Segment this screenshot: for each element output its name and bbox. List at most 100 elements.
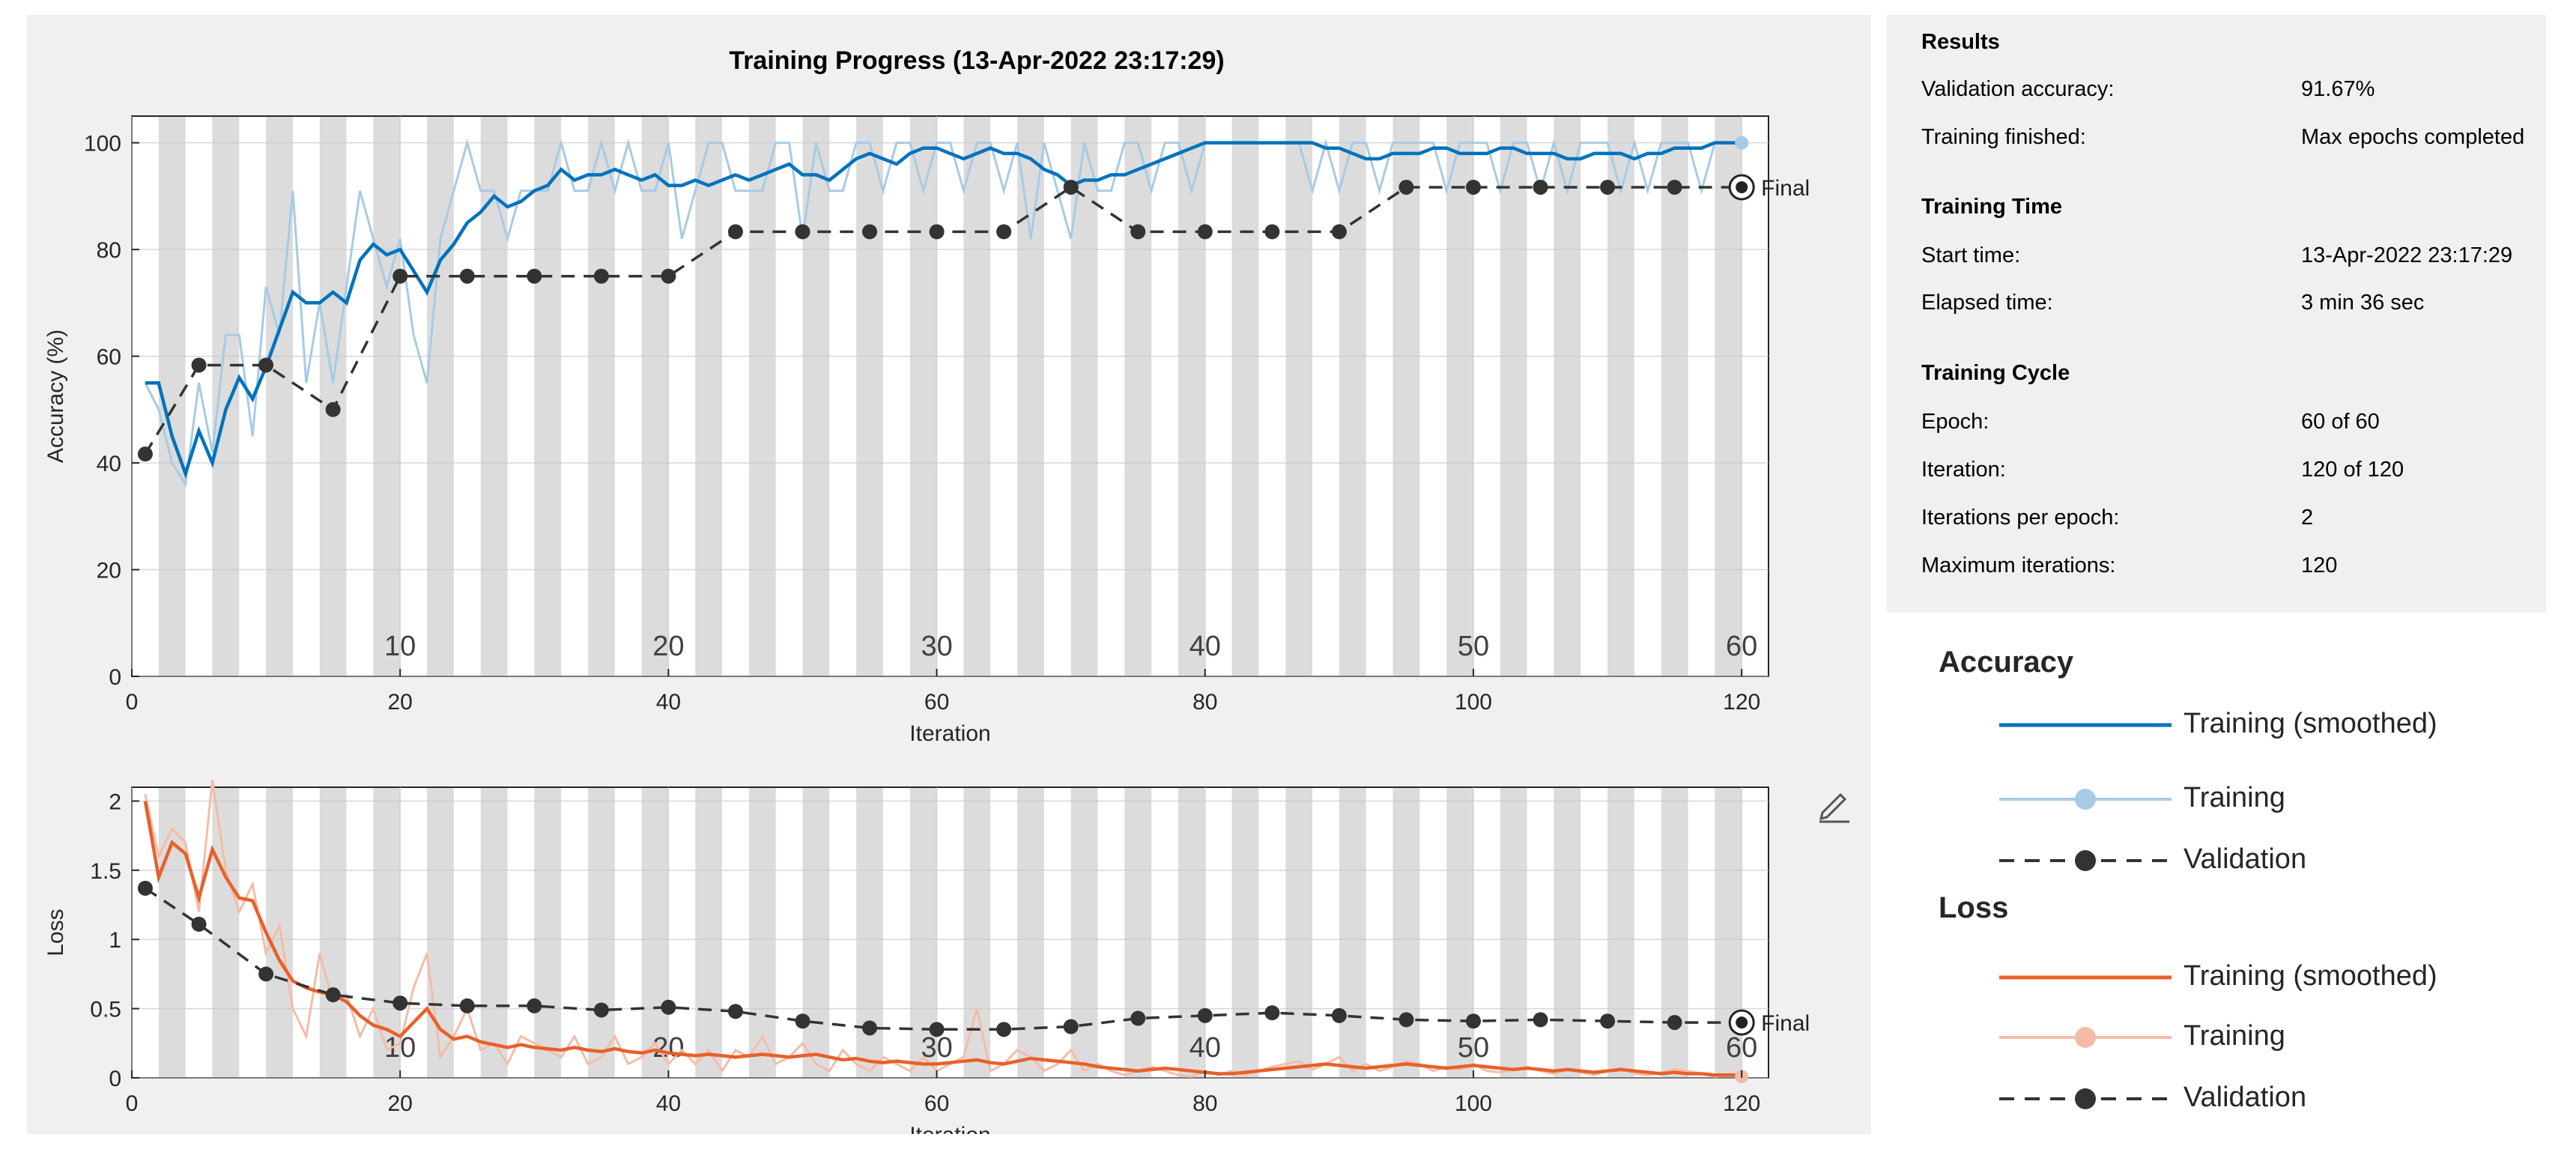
loss-validation-point [191,916,207,932]
accuracy-epoch-band [266,117,293,676]
training-plot-area: Training Progress (13-Apr-2022 23:17:29)… [27,15,1871,1134]
loss-xtick-label: 40 [656,1091,681,1116]
loss-ytick-label: 0 [109,1067,121,1091]
loss-validation-point [1667,1015,1682,1031]
validation-accuracy-value: 91.67% [2301,77,2375,101]
loss-xtick-label: 100 [1455,1091,1492,1116]
accuracy-epoch-band [1285,117,1313,676]
accuracy-epoch-band [1554,117,1581,676]
accuracy-ytick-label: 20 [97,559,121,583]
edit-plot-icon[interactable] [1819,792,1849,823]
loss-validation-point [1465,1013,1481,1029]
accuracy-epoch-band [212,117,240,676]
accuracy-xtick-label: 80 [1192,690,1217,715]
loss-epoch-label: 50 [1458,1032,1489,1064]
loss-epoch-band [641,788,669,1077]
loss-validation-point [1600,1013,1616,1029]
accuracy-epoch-band [319,117,347,676]
legend-acc-smoothed-symbol [1999,723,2172,727]
accuracy-epoch-band [909,117,937,676]
accuracy-xtick-label: 120 [1723,690,1760,715]
loss-validation-point [1130,1010,1146,1026]
legend-acc-validation-label: Validation [2183,843,2307,875]
loss-xtick-label: 20 [388,1091,413,1116]
start-time-label: Start time: [1921,243,2021,267]
accuracy-validation-point [1063,179,1079,195]
training-info-panel: Results Validation accuracy: 91.67% Trai… [1887,15,2546,613]
loss-validation-point [1063,1019,1079,1034]
legend-panel: Accuracy Training (smoothed) Training Va… [1887,613,2576,1149]
accuracy-epoch-band [1339,117,1366,676]
loss-validation-point [593,1002,609,1018]
legend-loss-validation-symbol [1999,1088,2172,1109]
maximum-iterations-label: Maximum iterations: [1921,554,2116,577]
loss-xtick-label: 120 [1723,1091,1760,1116]
loss-epoch-band [963,788,991,1077]
accuracy-epoch-band [748,117,776,676]
accuracy-epoch-band [587,117,615,676]
accuracy-epoch-band [1392,117,1420,676]
accuracy-validation-point [862,224,878,240]
accuracy-xtick-label: 0 [126,690,139,715]
loss-epoch-band [1554,788,1581,1077]
loss-epoch-band [587,788,615,1077]
accuracy-epoch-band [1070,117,1098,676]
accuracy-epoch-band [1715,117,1742,676]
loss-validation-point [137,880,153,896]
loss-epoch-band [802,788,830,1077]
loss-xtick-label: 80 [1192,1091,1217,1116]
plot-title: Training Progress (13-Apr-2022 23:17:29) [729,46,1224,75]
iterations-per-epoch-row: Iterations per epoch: 2 [1921,506,2313,530]
legend-loss-smoothed-symbol [1999,975,2172,980]
loss-validation-point [795,1013,810,1029]
legend-acc-training-label: Training [2183,782,2285,813]
legend-acc-smoothed-label: Training (smoothed) [2183,708,2437,739]
iteration-label: Iteration: [1921,458,2006,482]
loss-epoch-band [158,788,186,1077]
loss-epoch-band [1017,788,1044,1077]
legend-loss-training-label: Training [2183,1020,2285,1052]
accuracy-validation-point [1197,224,1213,240]
accuracy-epoch-band [802,117,830,676]
accuracy-epoch-label: 60 [1726,631,1757,662]
loss-ytick-label: 1 [109,928,121,953]
accuracy-validation-point [795,224,810,240]
validation-accuracy-label: Validation accuracy: [1921,77,2115,101]
accuracy-xtick-label: 100 [1455,690,1492,715]
maximum-iterations-value: 120 [2301,554,2338,577]
loss-epoch-band [212,788,240,1077]
loss-epoch-band [1392,788,1420,1077]
accuracy-ytick-label: 100 [84,132,121,157]
accuracy-final-marker-dot [1736,181,1748,193]
loss-xlabel: Iteration [909,1123,990,1134]
loss-epoch-band [1607,788,1634,1077]
loss-epoch-band [1231,788,1259,1077]
epoch-value: 60 of 60 [2301,410,2380,434]
iteration-value: 120 of 120 [2301,458,2404,482]
accuracy-epoch-label: 20 [652,631,684,662]
loss-epoch-band [1446,788,1473,1077]
accuracy-validation-point [593,268,609,284]
accuracy-validation-point [393,268,408,284]
accuracy-validation-point [459,268,475,284]
loss-validation-point [325,987,341,1003]
loss-final-marker-dot [1736,1016,1748,1029]
accuracy-epoch-band [1124,117,1152,676]
loss-validation-point [727,1004,743,1019]
loss-epoch-band [1178,788,1205,1077]
accuracy-training-smoothed-line [145,141,1742,479]
loss-validation-point [1197,1007,1213,1023]
accuracy-epoch-band [1178,117,1205,676]
accuracy-validation-point [996,224,1012,240]
accuracy-epoch-band [695,117,723,676]
loss-epoch-band [480,788,508,1077]
legend-loss-training-symbol [1999,1027,2172,1048]
accuracy-epoch-band [1446,117,1473,676]
accuracy-ylabel: Accuracy (%) [43,330,68,463]
start-time-row: Start time: 13-Apr-2022 23:17:29 [1921,243,2512,268]
epoch-label: Epoch: [1921,410,1989,434]
loss-ytick-label: 0.5 [90,998,121,1022]
loss-epoch-label: 30 [921,1032,952,1064]
loss-validation-point [1331,1007,1347,1023]
